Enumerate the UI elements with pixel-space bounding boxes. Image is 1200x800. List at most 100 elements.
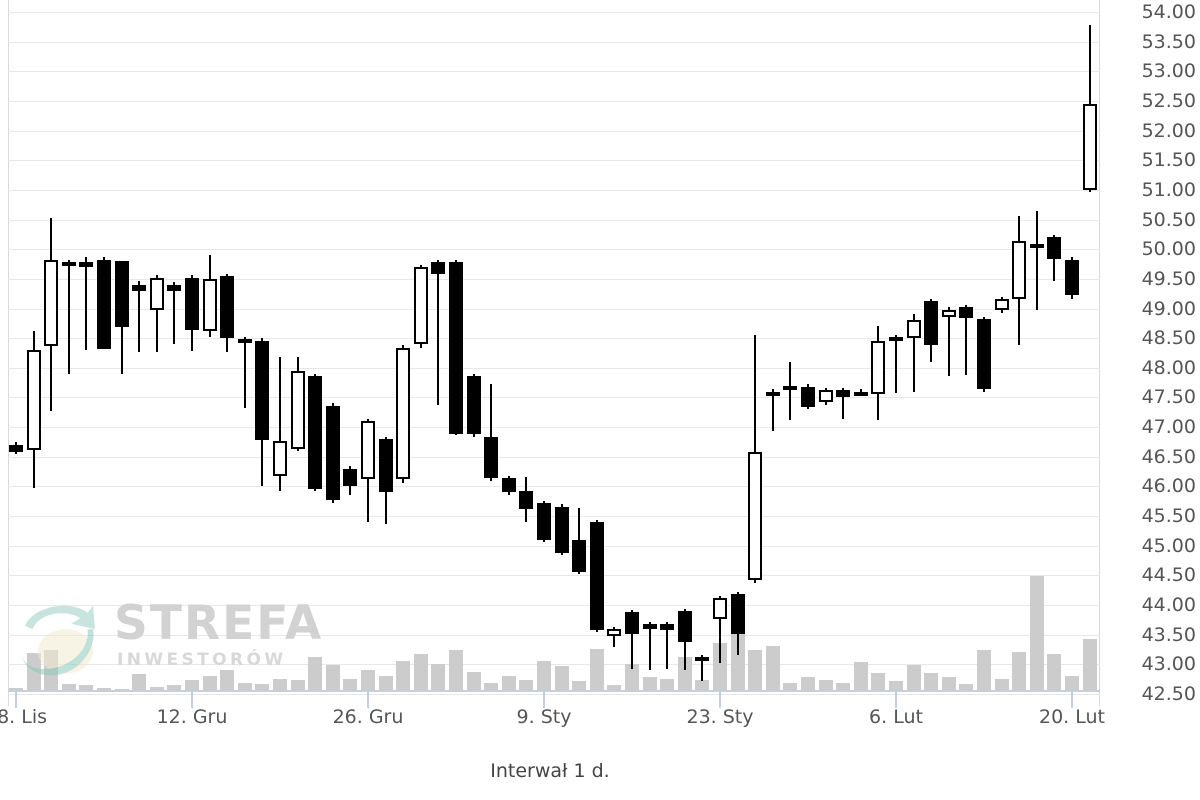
- x-axis-tick-mark: [191, 692, 193, 708]
- candle-body-bearish: [484, 436, 499, 479]
- x-axis-tick-label: 6. Lut: [869, 706, 923, 728]
- gridline: [8, 635, 1100, 636]
- y-axis-tick-label: 46.00: [1141, 475, 1196, 497]
- volume-bar: [501, 675, 516, 692]
- gridline: [8, 190, 1100, 191]
- volume-bar: [308, 656, 323, 692]
- plot-left-border: [8, 0, 9, 706]
- gridline: [8, 101, 1100, 102]
- x-axis-tick-label: 12. Gru: [156, 706, 228, 728]
- volume-bar: [202, 675, 217, 692]
- candle-body-bullish: [361, 421, 375, 480]
- volume-bar: [290, 679, 305, 692]
- gridline: [8, 516, 1100, 517]
- volume-bar: [906, 665, 921, 692]
- gridline: [8, 338, 1100, 339]
- volume-bar: [132, 674, 147, 692]
- candle-body-bearish: [220, 276, 235, 339]
- volume-bar: [801, 677, 815, 692]
- y-axis-tick-label: 43.50: [1141, 624, 1196, 646]
- candle-body-bearish: [431, 262, 446, 275]
- candle-wick: [1035, 211, 1038, 310]
- candle-body-bearish: [572, 539, 587, 572]
- volume-bar: [220, 670, 235, 692]
- y-axis-tick-label: 49.00: [1141, 298, 1196, 320]
- candle-body-bearish: [132, 284, 147, 291]
- candle-body-bearish: [977, 319, 991, 390]
- volume-bar: [26, 652, 41, 692]
- gridline: [8, 664, 1100, 665]
- volume-bar: [484, 682, 499, 692]
- volume-bar: [9, 687, 23, 692]
- gridline: [8, 220, 1100, 221]
- candle-body-bullish: [413, 266, 428, 345]
- candle-body-bullish: [994, 299, 1009, 310]
- interval-label: Interwał 1 d.: [490, 760, 610, 782]
- volume-bar: [748, 650, 763, 692]
- y-axis: 54.00 53.50 53.00 52.50 52.00 51.50 51.00 50.50…: [1100, 0, 1200, 706]
- volume-bar: [853, 662, 868, 692]
- candle-wick: [701, 654, 704, 682]
- candle-body-bullish: [44, 259, 59, 347]
- volume-bar: [97, 687, 111, 692]
- candle-body-bearish: [501, 478, 516, 493]
- volume-bar: [642, 677, 657, 692]
- candle-wick: [243, 336, 246, 409]
- candle-body-bearish: [677, 611, 692, 642]
- volume-bar: [1082, 639, 1097, 692]
- candle-body-bearish: [466, 376, 481, 435]
- candle-body-bearish: [343, 468, 358, 487]
- volume-bar: [871, 673, 886, 692]
- y-axis-tick-label: 45.50: [1141, 505, 1196, 527]
- candle-wick: [67, 259, 70, 374]
- candle-body-bullish: [26, 350, 41, 450]
- volume-bar: [1065, 675, 1079, 692]
- candle-body-bullish: [1082, 104, 1097, 190]
- candle-body-bullish: [202, 278, 217, 332]
- candle-wick: [437, 259, 440, 405]
- candle-body-bullish: [273, 441, 287, 476]
- volume-bar: [1029, 576, 1044, 692]
- volume-bar: [1047, 654, 1062, 692]
- volume-bar: [325, 665, 340, 692]
- y-axis-tick-label: 44.00: [1141, 594, 1196, 616]
- candle-body-bullish: [748, 452, 763, 581]
- candle-body-bearish: [836, 390, 851, 398]
- x-axis-tick-mark: [15, 692, 17, 708]
- gridline: [8, 279, 1100, 280]
- volume-bar: [413, 654, 428, 692]
- volume-bar: [149, 686, 164, 692]
- y-axis-tick-label: 53.00: [1141, 60, 1196, 82]
- candle-body-bearish: [801, 386, 815, 407]
- candle-body-bearish: [642, 624, 657, 629]
- candle-wick: [666, 621, 669, 670]
- candle-wick: [490, 384, 493, 481]
- candle-body-bearish: [325, 405, 340, 500]
- plot-right-border: [1099, 0, 1100, 706]
- candle-body-bearish: [853, 391, 868, 396]
- candle-wick: [912, 314, 915, 392]
- volume-bar: [959, 683, 974, 692]
- candle-wick: [613, 626, 616, 647]
- candle-body-bearish: [537, 503, 551, 540]
- candle-wick: [719, 595, 721, 664]
- volume-bar: [677, 656, 692, 692]
- candle-body-bearish: [730, 594, 745, 634]
- candle-wick: [631, 609, 633, 670]
- candle-wick: [842, 388, 845, 419]
- candle-body-bearish: [378, 439, 393, 493]
- x-axis-tick-mark: [367, 692, 369, 708]
- volume-bar: [167, 685, 182, 692]
- candle-body-bullish: [149, 277, 164, 310]
- candle-body-bearish: [308, 376, 323, 489]
- x-axis-line: [8, 690, 1100, 692]
- candle-body-bearish: [1065, 259, 1079, 296]
- candle-body-bullish: [713, 598, 727, 620]
- candle-body-bearish: [519, 491, 534, 510]
- volume-bar: [994, 678, 1009, 692]
- x-axis-tick-mark: [1071, 692, 1073, 708]
- gridline: [8, 368, 1100, 369]
- volume-bar: [977, 650, 991, 692]
- volume-bar: [818, 679, 833, 692]
- x-axis-tick-mark: [719, 692, 721, 708]
